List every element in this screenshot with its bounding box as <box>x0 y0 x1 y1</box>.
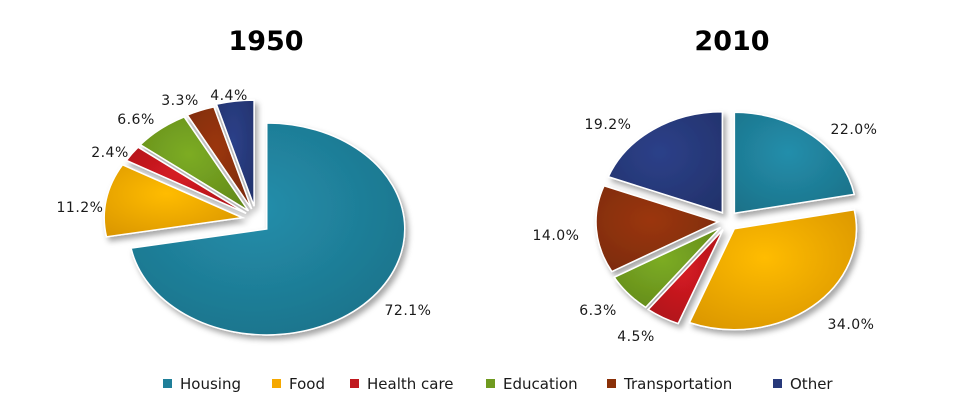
pie-slice-1950-education <box>139 115 249 212</box>
legend-label-other: Other <box>790 375 833 393</box>
slice-label-2010-food: 34.0% <box>828 317 875 333</box>
slice-label-2010-education: 6.3% <box>579 303 617 319</box>
slice-label-2010-other: 19.2% <box>585 117 632 133</box>
pie-title-1950: 1950 <box>228 26 303 57</box>
labels-1950: 72.1% 11.2% 2.4% 6.6% 3.3% 4.4% <box>57 88 432 319</box>
legend: Housing Food Health care Education Trans… <box>163 375 833 393</box>
pie-1950 <box>103 99 406 336</box>
slice-label-1950-transportation: 3.3% <box>161 93 199 109</box>
legend-label-food: Food <box>289 375 325 393</box>
pie-slice-1950-housing <box>130 122 406 336</box>
legend-label-education: Education <box>503 375 578 393</box>
slice-label-2010-health-care: 4.5% <box>617 329 655 345</box>
slice-label-2010-housing: 22.0% <box>831 122 878 138</box>
legend-swatch-health-care <box>350 379 359 388</box>
legend-swatch-housing <box>163 379 172 388</box>
pie-slice-2010-education <box>613 226 721 309</box>
slice-label-2010-transportation: 14.0% <box>533 228 580 244</box>
pie-slice-1950-transportation <box>186 106 253 210</box>
pie-slice-1950-health-care <box>125 146 247 214</box>
pie-2010 <box>595 111 858 331</box>
legend-swatch-transportation <box>607 379 616 388</box>
legend-swatch-food <box>272 379 281 388</box>
pie-slice-2010-housing <box>733 111 856 215</box>
slice-label-1950-education: 6.6% <box>117 112 155 128</box>
pie-slice-1950-other <box>215 99 255 207</box>
pie-slice-2010-food <box>688 208 858 331</box>
pie-title-2010: 2010 <box>694 26 769 57</box>
slice-label-1950-housing: 72.1% <box>385 303 432 319</box>
pie-slice-2010-transportation <box>595 184 721 273</box>
labels-2010: 22.0% 34.0% 4.5% 6.3% 14.0% 19.2% <box>533 117 878 345</box>
legend-swatch-other <box>773 379 782 388</box>
pie-slice-2010-health-care <box>647 229 724 325</box>
legend-label-transportation: Transportation <box>623 375 732 393</box>
legend-label-housing: Housing <box>180 375 241 393</box>
legend-swatch-education <box>486 379 495 388</box>
pie-slice-1950-food <box>103 163 245 238</box>
legend-label-health-care: Health care <box>367 375 454 393</box>
slice-label-1950-health-care: 2.4% <box>91 145 129 161</box>
slice-label-1950-food: 11.2% <box>57 200 104 216</box>
slice-label-1950-other: 4.4% <box>210 88 248 104</box>
pie-slice-2010-other <box>607 111 724 214</box>
